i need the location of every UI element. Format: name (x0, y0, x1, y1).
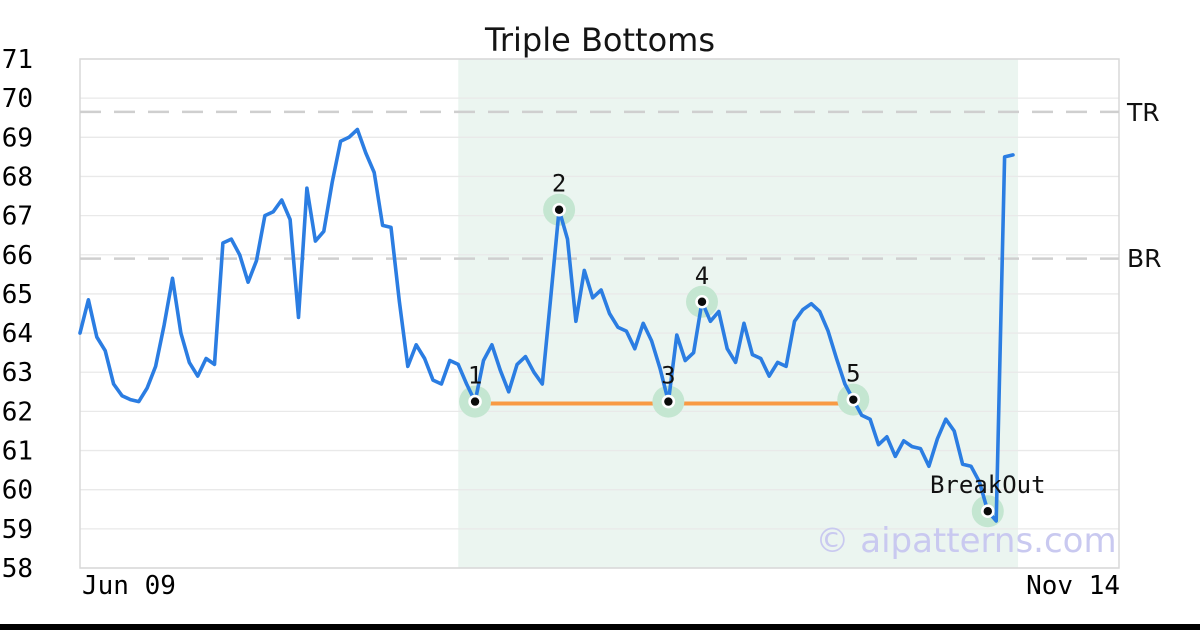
marker-dot (846, 392, 861, 407)
marker-label: 5 (846, 360, 860, 388)
y-tick-label: 68 (2, 162, 33, 192)
marker-label: 1 (468, 362, 482, 390)
pattern-zone (458, 59, 1019, 568)
x-tick-start: Jun 09 (82, 571, 176, 601)
breakout-resistance-label: BR (1127, 244, 1162, 273)
y-tick-label: 71 (2, 45, 33, 75)
y-tick-label: 64 (2, 319, 33, 349)
top-resistance-label: TR (1126, 98, 1160, 127)
marker-dot (661, 394, 676, 409)
y-tick-label: 65 (2, 280, 33, 310)
marker-dot (695, 294, 709, 309)
bottom-bar (0, 624, 1200, 630)
marker-label: 2 (552, 170, 566, 198)
marker-label: 4 (695, 262, 709, 290)
y-tick-label: 69 (2, 123, 33, 153)
y-tick-label: 58 (2, 554, 33, 584)
watermark: © aipatterns.com (815, 521, 1117, 561)
marker-dot (552, 202, 566, 217)
y-tick-label: 67 (2, 202, 33, 232)
plot-border (79, 58, 1120, 569)
y-tick-label: 66 (2, 241, 33, 271)
chart-plot-area: 71 70 69 68 67 66 65 64 63 62 61 60 59 58 1 2 3 4 5 BreakOu… (2, 45, 1120, 584)
chart-title: Triple Bottoms (485, 21, 715, 59)
y-tick-label: 59 (2, 515, 33, 545)
y-tick-label: 60 (2, 476, 33, 506)
marker-label: BreakOut (930, 471, 1046, 499)
marker-dot (468, 394, 482, 409)
y-tick-label: 61 (2, 437, 33, 467)
x-tick-end: Nov 14 (1026, 571, 1120, 601)
marker-dot (980, 504, 995, 519)
y-tick-label: 70 (2, 84, 33, 114)
y-tick-label: 62 (2, 397, 33, 427)
y-tick-label: 63 (2, 358, 33, 388)
marker-label: 3 (661, 362, 675, 390)
price-line (78, 127, 1015, 523)
